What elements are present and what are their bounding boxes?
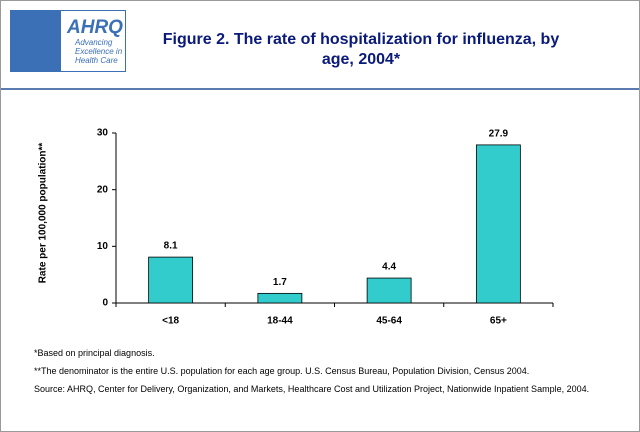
divider	[1, 88, 639, 90]
y-axis-label: Rate per 100,000 population**	[38, 143, 49, 284]
data-label: 27.9	[489, 129, 509, 140]
data-label: 4.4	[382, 262, 396, 273]
x-tick-label: 65+	[490, 316, 507, 327]
logo: AHRQ Advancing Excellence in Health Care	[10, 10, 126, 72]
data-label: 1.7	[273, 277, 287, 288]
logo-tagline: Advancing Excellence in Health Care	[75, 38, 123, 65]
footnote: *Based on principal diagnosis.	[34, 348, 155, 358]
data-label: 8.1	[164, 241, 178, 252]
y-tick-label: 10	[97, 241, 109, 252]
x-tick-label: <18	[162, 316, 179, 327]
footnote: Source: AHRQ, Center for Delivery, Organ…	[34, 384, 590, 394]
bar	[148, 256, 194, 304]
hhs-logo	[11, 11, 61, 71]
y-tick-label: 30	[97, 128, 109, 139]
y-tick-label: 20	[97, 184, 109, 195]
chart-title: Figure 2. The rate of hospitalization fo…	[162, 31, 560, 68]
bar	[257, 292, 303, 304]
footnote: **The denominator is the entire U.S. pop…	[34, 366, 530, 376]
x-tick-label: 18-44	[267, 316, 293, 327]
logo-name: AHRQ	[67, 17, 123, 38]
bar	[366, 277, 412, 304]
y-tick-label: 0	[102, 298, 108, 309]
x-tick-label: 45-64	[376, 316, 402, 327]
notes: *Based on principal diagnosis. **The deno…	[34, 348, 604, 402]
bar	[475, 144, 521, 304]
